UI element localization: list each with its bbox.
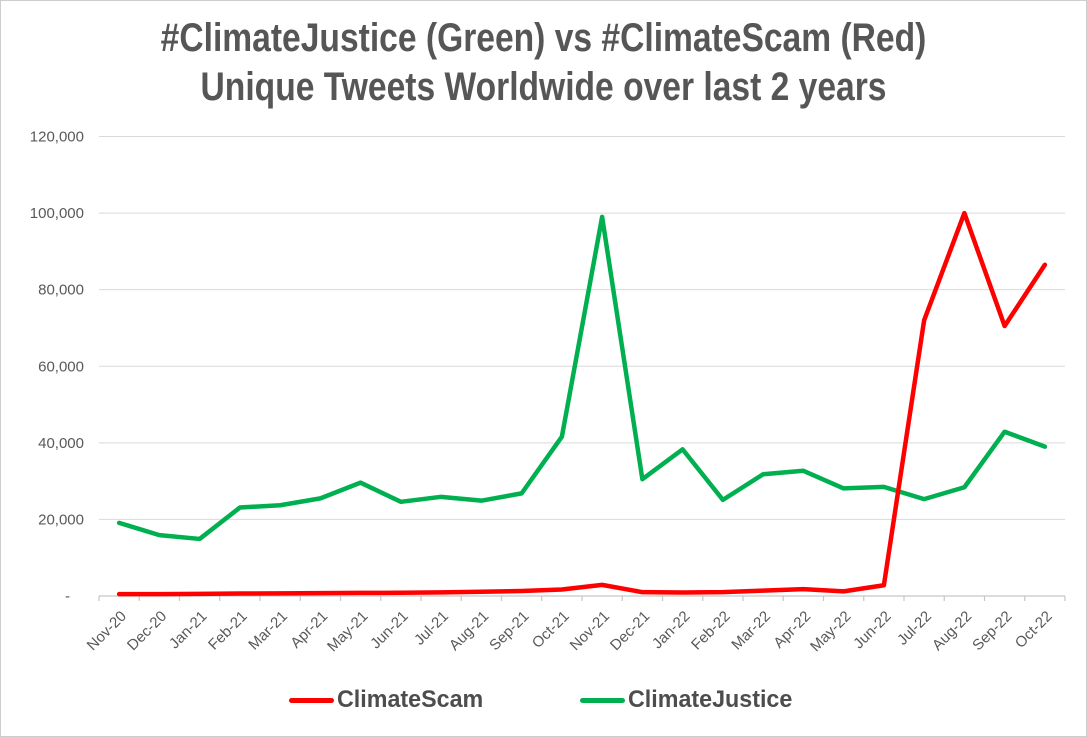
y-axis-tick-label: 40,000: [38, 435, 84, 452]
y-axis-tick-label: 20,000: [38, 511, 84, 528]
x-axis-tick-label: May-22: [807, 608, 854, 655]
climatescam-line-icon: [289, 697, 335, 703]
chart-title: #ClimateJustice (Green) vs #ClimateScam …: [0, 14, 1087, 112]
x-axis-tick-label: Oct-22: [1012, 608, 1056, 652]
x-axis-tick-label: Feb-22: [688, 608, 734, 654]
chart-title-line1: #ClimateJustice (Green) vs #ClimateScam …: [160, 16, 927, 60]
series-line-climatescam: [116, 210, 1048, 597]
chart-legend: ClimateScam ClimateJustice: [0, 686, 1087, 714]
y-axis-tick-label: -: [65, 588, 70, 605]
x-axis-tick-label: Sep-22: [969, 608, 1015, 654]
x-axis-tick-label: Jun-21: [367, 608, 411, 652]
legend-item-climatejustice: ClimateJustice: [580, 686, 797, 714]
x-axis-tick-label: Dec-21: [607, 608, 653, 654]
series-line-climatejustice: [116, 214, 1048, 542]
x-axis-tick-label: Feb-21: [205, 608, 251, 654]
legend-label-climatescam: ClimateScam: [337, 686, 484, 713]
legend-label-climatejustice: ClimateJustice: [628, 686, 793, 713]
chart-title-line2: Unique Tweets Worldwide over last 2 year…: [200, 65, 887, 109]
legend-item-climatescam: ClimateScam: [289, 686, 488, 714]
x-axis-tick-label: Jan-22: [649, 608, 693, 652]
x-axis-tick-label: Nov-21: [567, 608, 613, 654]
y-axis-tick-label: 120,000: [30, 129, 84, 146]
y-axis-tick-label: 60,000: [38, 358, 84, 375]
x-axis-tick-label: Mar-21: [245, 608, 291, 654]
x-axis-tick-label: Aug-21: [446, 608, 492, 654]
climatejustice-line-icon: [580, 697, 626, 703]
y-axis-tick-label: 100,000: [30, 205, 84, 222]
x-axis-tick-label: Nov-20: [84, 608, 130, 654]
y-axis-tick-label: 80,000: [38, 282, 84, 299]
x-axis-tick-label: May-21: [324, 608, 371, 655]
x-axis-tick-label: Sep-21: [486, 608, 532, 654]
x-axis-tick-label: Mar-22: [728, 608, 774, 654]
x-axis-tick-label: Jan-21: [166, 608, 210, 652]
x-axis-tick-label: Aug-22: [929, 608, 975, 654]
x-axis-tick-label: Dec-20: [124, 608, 170, 654]
x-axis-tick-label: Oct-21: [529, 608, 573, 652]
x-axis-tick-label: Jun-22: [850, 608, 894, 652]
